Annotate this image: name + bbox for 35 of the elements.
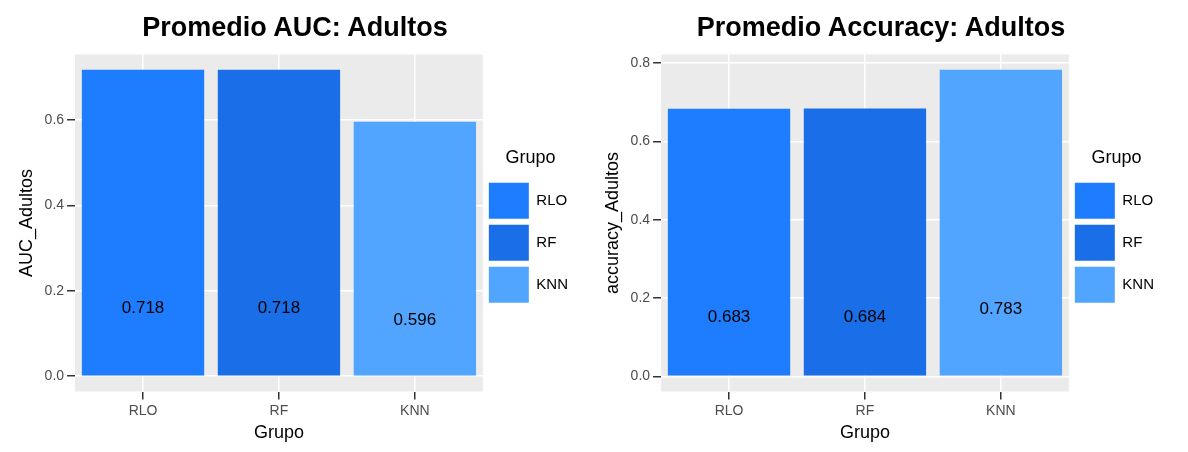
data-label: 0.684 [843,307,887,327]
y-tick-label: 0.0 [44,367,65,384]
data-label: 0.596 [393,309,437,329]
data-label: 0.718 [257,298,301,318]
x-axis-title: Grupo [839,422,890,443]
y-tick-label: 0.6 [44,110,65,127]
x-axis-title: Grupo [253,422,304,443]
y-tick-label: 0.2 [44,281,65,298]
data-label: 0.718 [121,298,165,318]
x-tick-label: RF [855,401,875,418]
chart-title: Promedio Accuracy: Adultos [696,11,1066,42]
legend-label: KNN [1122,274,1154,292]
y-tick-label: 0.6 [630,132,651,149]
data-label: 0.783 [979,298,1023,318]
y-axis-title: accuracy_Adultos [601,151,623,295]
legend-label: RLO [536,190,568,208]
legend-label: RLO [1122,190,1154,208]
y-tick-label: 0.4 [44,196,65,213]
x-tick-label: RF [269,401,289,418]
x-tick-label: KNN [400,401,430,418]
x-tick-label: KNN [986,401,1016,418]
legend-label: RF [1122,232,1143,250]
y-tick-label: 0.4 [630,210,651,227]
data-label: 0.683 [707,307,751,327]
chart-title: Promedio AUC: Adultos [142,11,448,42]
legend-label: RF [536,232,557,250]
y-tick-label: 0.8 [630,53,651,70]
legend-title: Grupo [505,147,556,168]
x-tick-label: RLO [128,401,158,418]
y-tick-label: 0.2 [630,288,651,305]
legend-title: Grupo [1091,147,1142,168]
legend-label: KNN [536,274,568,292]
x-tick-label: RLO [714,401,744,418]
y-axis-title: AUC_Adultos [15,168,37,278]
y-tick-label: 0.0 [630,367,651,384]
